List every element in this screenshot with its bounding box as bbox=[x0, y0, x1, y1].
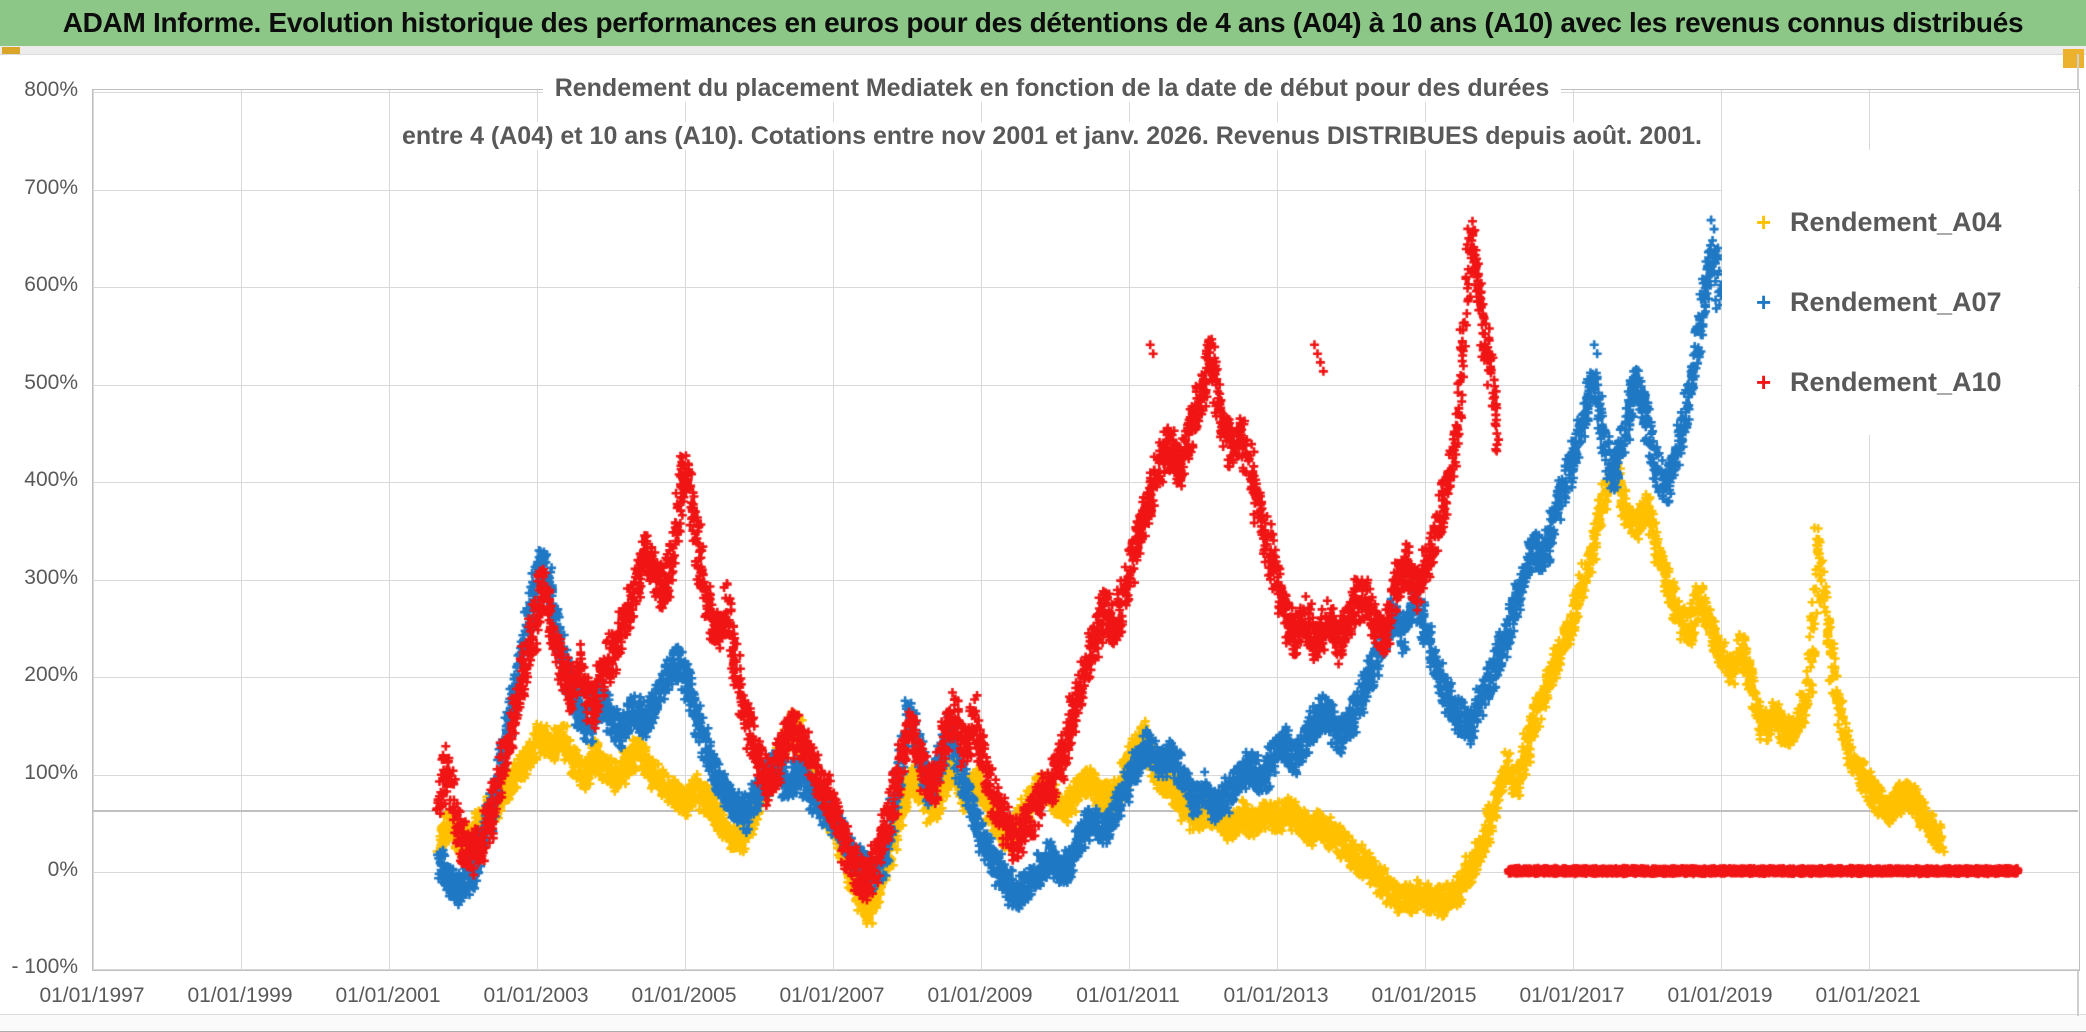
legend-label: Rendement_A07 bbox=[1790, 286, 2002, 317]
chart-title-line-2[interactable]: entre 4 (A04) et 10 ans (A10). Cotations… bbox=[92, 122, 2012, 151]
plus-marker-icon: + bbox=[1756, 206, 1772, 237]
plus-marker-icon: + bbox=[1756, 366, 1772, 397]
legend-item-rendement-a07[interactable]: + Rendement_A07 bbox=[1722, 262, 2078, 342]
legend-label: Rendement_A04 bbox=[1790, 206, 2002, 237]
plus-marker-icon: + bbox=[1756, 286, 1772, 317]
legend-item-rendement-a10[interactable]: + Rendement_A10 bbox=[1722, 342, 2078, 422]
chart-legend: + Rendement_A04 + Rendement_A07 + Rendem… bbox=[1722, 150, 2078, 435]
legend-item-rendement-a04[interactable]: + Rendement_A04 bbox=[1722, 182, 2078, 262]
legend-label: Rendement_A10 bbox=[1790, 366, 2002, 397]
chart-title-line-1[interactable]: Rendement du placement Mediatek en fonct… bbox=[92, 74, 2012, 103]
